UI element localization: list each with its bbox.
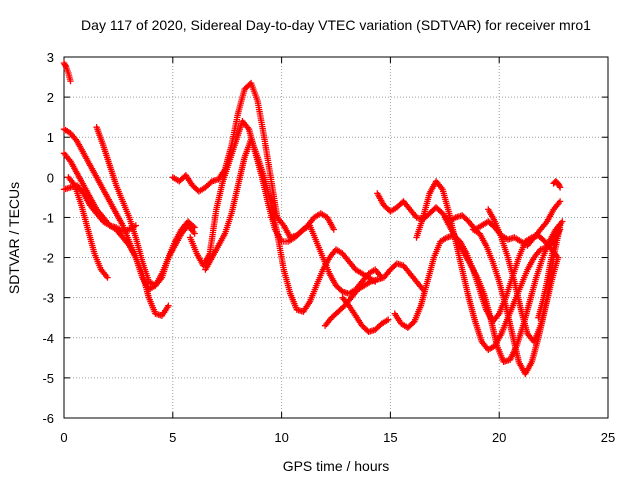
data-point — [104, 274, 111, 281]
data-point — [385, 316, 392, 323]
x-tick-label: 5 — [169, 430, 176, 445]
data-point — [67, 77, 74, 85]
data-series-track-08 — [187, 118, 337, 269]
data-point — [190, 223, 197, 230]
y-tick-label: 0 — [47, 170, 54, 185]
data-series-track-18 — [485, 206, 564, 345]
x-tick-label: 20 — [492, 430, 506, 445]
data-point — [165, 302, 172, 309]
x-axis-label: GPS time / hours — [283, 458, 390, 474]
y-tick-label: -6 — [42, 411, 54, 426]
data-point — [556, 182, 563, 190]
data-series-track-13 — [374, 190, 564, 249]
data-point — [556, 222, 564, 229]
data-points — [60, 59, 566, 378]
y-axis-label: SDTVAR / TECUs — [6, 182, 22, 294]
x-tick-label: 15 — [383, 430, 397, 445]
y-tick-label: -1 — [42, 210, 54, 225]
data-point — [556, 198, 564, 205]
data-series-track-11 — [321, 260, 427, 329]
y-tick-label: -4 — [42, 331, 54, 346]
data-point — [191, 230, 198, 237]
data-point — [556, 184, 564, 191]
data-point — [191, 224, 198, 231]
x-tick-label: 25 — [601, 430, 615, 445]
data-point — [62, 62, 69, 69]
x-tick-label: 0 — [60, 430, 67, 445]
data-series-track-17 — [469, 226, 562, 378]
y-tick-label: -2 — [42, 251, 54, 266]
data-series-track-07 — [169, 79, 281, 221]
data-series-track-05 — [65, 174, 111, 281]
data-series-track-01 — [60, 59, 74, 85]
data-series-track-03 — [60, 150, 172, 319]
y-tick-label: 3 — [47, 50, 54, 65]
x-tick-label: 10 — [274, 430, 288, 445]
y-tick-label: -3 — [42, 291, 54, 306]
data-series-track-04 — [60, 182, 139, 235]
data-series-track-19 — [535, 222, 564, 321]
data-series-track-20 — [550, 178, 564, 191]
data-series-track-06 — [93, 124, 198, 289]
data-series-track-12 — [339, 294, 392, 335]
plot-frame — [63, 56, 609, 419]
data-point — [559, 218, 566, 225]
chart-title: Day 117 of 2020, Sidereal Day-to-day VTE… — [81, 17, 591, 33]
data-point — [330, 226, 337, 233]
y-tick-label: 2 — [47, 90, 54, 105]
y-tick-label: 1 — [47, 130, 54, 145]
y-tick-label: -5 — [42, 371, 54, 386]
